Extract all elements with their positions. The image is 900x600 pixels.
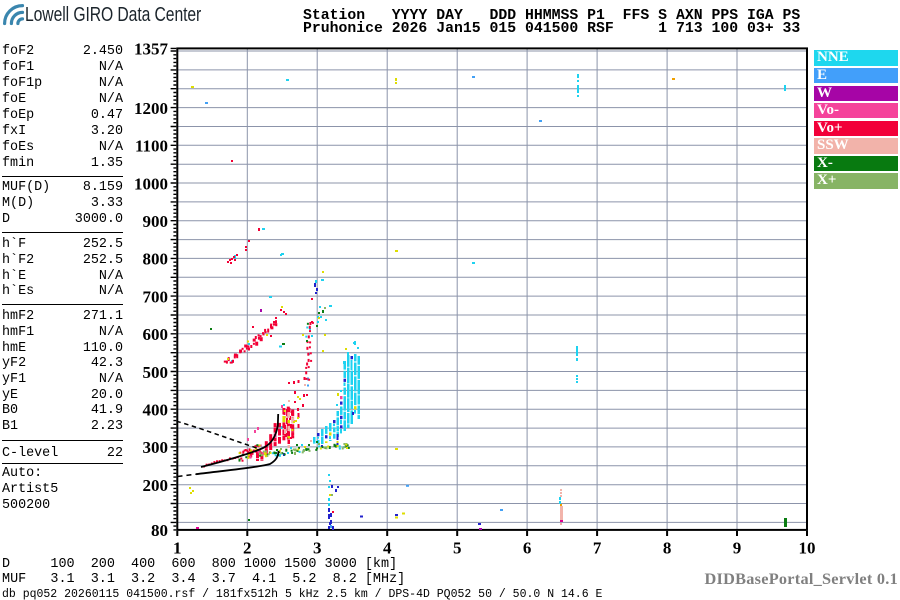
svg-text:4: 4 xyxy=(383,538,392,557)
svg-text:2: 2 xyxy=(243,538,252,557)
svg-text:9: 9 xyxy=(733,538,742,557)
svg-text:600: 600 xyxy=(143,325,169,344)
svg-text:7: 7 xyxy=(593,538,602,557)
svg-text:3: 3 xyxy=(313,538,322,557)
svg-text:1200: 1200 xyxy=(134,99,168,118)
svg-text:80: 80 xyxy=(151,521,168,540)
svg-text:1100: 1100 xyxy=(135,137,168,156)
svg-text:800: 800 xyxy=(143,250,169,269)
svg-text:500: 500 xyxy=(143,363,169,382)
svg-text:900: 900 xyxy=(143,212,169,231)
svg-text:10: 10 xyxy=(799,538,816,557)
svg-text:8: 8 xyxy=(663,538,672,557)
svg-text:200: 200 xyxy=(143,476,169,495)
svg-text:1: 1 xyxy=(173,538,182,557)
svg-text:700: 700 xyxy=(143,287,169,306)
svg-text:300: 300 xyxy=(143,438,169,457)
svg-text:400: 400 xyxy=(143,401,169,420)
svg-text:1357: 1357 xyxy=(134,40,169,59)
svg-text:5: 5 xyxy=(453,538,462,557)
svg-text:6: 6 xyxy=(523,538,532,557)
svg-text:1000: 1000 xyxy=(134,174,168,193)
